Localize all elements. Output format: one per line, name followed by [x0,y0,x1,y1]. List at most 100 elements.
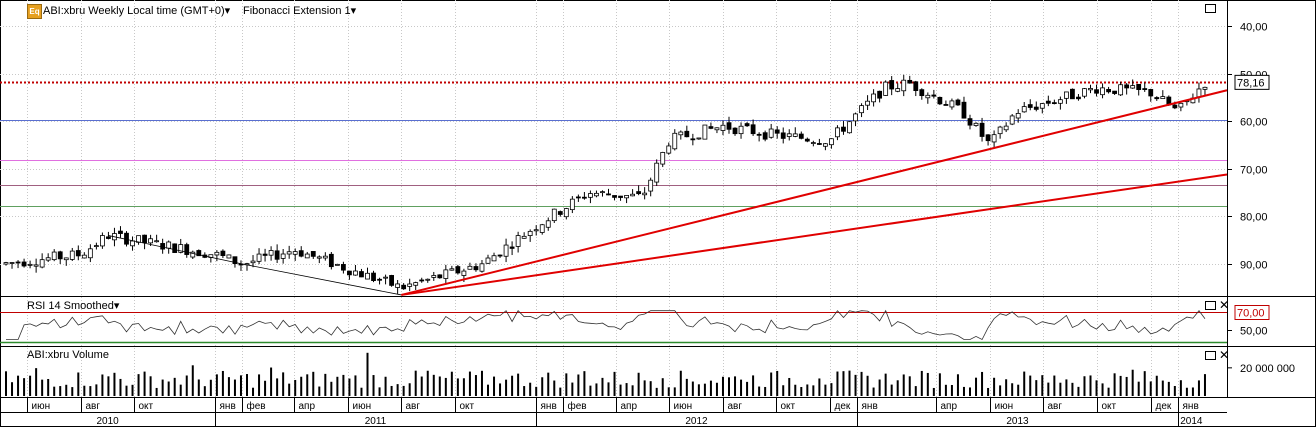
candle-down [473,266,479,271]
volume-axis-label: 20 000 000 [1240,363,1295,375]
candle-down [118,230,123,234]
volume-bar [53,386,56,396]
volume-bar [740,379,743,396]
volume-bar [149,376,152,396]
symbol-label[interactable]: ABI:xbru Weekly Local time (GMT+0)▾ [43,4,230,17]
month-label: окт [139,401,154,412]
volume-bar [848,370,851,396]
candle-up [166,241,172,249]
month-label: янв [1183,401,1199,412]
volume-bar [179,384,182,396]
maximize-volume-pane-icon[interactable] [1205,351,1216,360]
volume-bar [366,352,369,396]
volume-bar [969,387,971,396]
candle-up [768,128,774,138]
volume-bar [715,382,718,396]
volume-bar [655,387,658,396]
candle-down [841,126,846,132]
volume-bar [589,385,592,396]
candle-up [304,253,310,259]
volume-bar [926,372,929,396]
close-volume-pane-icon[interactable]: ✕ [1219,348,1230,362]
volume-bar [691,381,694,396]
volume-bar [119,378,122,396]
candle-down [804,138,810,142]
study-dropdown-icon[interactable]: ▾ [350,5,357,17]
candle-up [1118,84,1124,96]
rsi-title[interactable]: RSI 14 Smoothed▾ [27,299,119,312]
volume-bar [300,376,303,396]
candle-down [979,122,985,137]
volume-bar [607,382,610,396]
volume-bar [324,373,327,396]
volume-bar [1203,374,1206,396]
candle-down [274,250,280,260]
volume-bar [511,375,514,396]
candle-up [383,276,388,279]
volume-bar [1107,387,1110,396]
candle-down [497,254,503,257]
month-label: июн [32,401,51,412]
price-axis-label: 80,00 [1240,212,1268,224]
candle-down [340,264,346,271]
volume-bar [577,374,580,396]
volume-bar [438,376,441,396]
volume-bar [101,374,104,396]
volume-bar [1035,380,1038,396]
candle-up [1196,88,1202,98]
volume-bar [1071,382,1074,396]
volume-bar [1125,376,1128,396]
candle-up [81,254,87,259]
candle-up [268,250,274,256]
volume-bar [824,384,827,396]
candle-down [220,250,226,256]
candle-up [883,81,889,96]
candle-down [142,234,147,244]
candle-up [353,270,358,276]
candle-up [714,127,720,131]
volume-bar [11,382,14,396]
volume-bar [23,378,26,396]
volume-bar [1059,382,1062,396]
volume-bar [426,370,429,396]
maximize-price-pane-icon[interactable] [1205,4,1216,13]
candle-down [347,270,352,276]
rsi-title-text: RSI 14 Smoothed [27,300,114,312]
volume-bar [643,380,646,396]
volume-bar [854,374,857,396]
close-rsi-pane-icon[interactable]: ✕ [1219,298,1230,312]
volume-bar [1065,379,1068,396]
volume-bar [728,377,730,396]
candle-down [919,89,925,97]
candle-down [967,118,973,126]
volume-bar [776,370,779,396]
rsi-dropdown-icon[interactable]: ▾ [113,300,120,312]
maximize-rsi-pane-icon[interactable] [1205,301,1216,310]
volume-bar [1131,369,1134,396]
candle-up [1064,91,1069,99]
volume-bar [384,376,387,396]
volume-bar [770,372,773,396]
candle-down [575,196,581,199]
volume-bar [233,379,236,396]
candle-up [515,235,521,247]
candle-up [545,220,551,228]
volume-bar [902,374,905,396]
candle-down [636,191,642,195]
candle-down [437,274,443,279]
candle-down [877,90,883,99]
volume-bar [155,387,158,396]
candle-up [491,255,497,262]
candle-down [75,250,81,257]
candle-down [298,250,304,257]
candle-down [816,143,822,145]
study-label[interactable]: Fibonacci Extension 1▾ [243,4,356,17]
candle-up [738,125,744,135]
symbol-dropdown-icon[interactable]: ▾ [224,5,231,17]
volume-bar [746,381,749,396]
candle-up [69,250,75,260]
candle-down [1172,104,1178,109]
volume-bar [661,378,664,396]
volume-bar [29,375,32,396]
